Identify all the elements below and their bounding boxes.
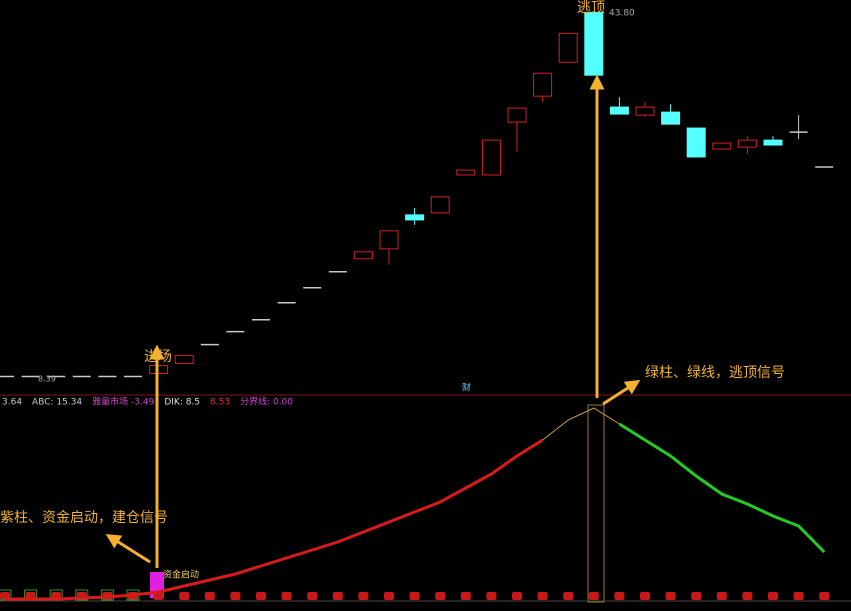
candle-body xyxy=(661,111,681,125)
indicator-line xyxy=(618,422,826,554)
bottom-dot xyxy=(768,592,778,600)
bottom-dot xyxy=(537,592,548,600)
bottom-dot xyxy=(665,592,676,600)
legend-item: DIK: 8.5 xyxy=(164,398,200,408)
bottom-dot xyxy=(486,592,497,600)
bottom-dot xyxy=(691,592,702,600)
candle-body xyxy=(353,251,373,260)
bottom-dot xyxy=(435,592,446,600)
entry-label: 进场 xyxy=(144,349,172,365)
base-label: 8.39 xyxy=(38,375,56,384)
sell-arrow xyxy=(602,379,641,406)
candle-body xyxy=(507,107,527,123)
candle-body xyxy=(737,139,757,148)
candle-body xyxy=(558,32,578,63)
buy-signal: 紫柱、资金启动，建仓信号 xyxy=(0,510,168,526)
marks xyxy=(0,11,834,601)
sell-box xyxy=(587,404,605,603)
bottom-dot xyxy=(563,592,574,600)
candle-body xyxy=(430,196,450,214)
green-bar xyxy=(100,589,114,601)
fund-label: 资金启动 xyxy=(163,569,199,581)
bottom-dot xyxy=(716,592,727,600)
bottom-dot xyxy=(793,592,804,600)
bottom-dot xyxy=(332,592,343,600)
candle-body xyxy=(379,230,399,250)
candle-body xyxy=(584,11,604,76)
bottom-dot xyxy=(281,592,292,600)
legend-item: 分界线: 0.00 xyxy=(240,396,293,408)
green-bar xyxy=(75,589,89,601)
legend-item: 3.64 xyxy=(2,398,22,408)
buy-arrow xyxy=(105,533,151,564)
bottom-dot xyxy=(307,592,318,600)
bottom-dot xyxy=(358,592,369,600)
bottom-dot xyxy=(256,592,266,600)
bottom-dot xyxy=(640,592,650,600)
candle-body xyxy=(533,72,553,97)
high-label: 43.80 xyxy=(609,9,635,19)
legend-item: 雅童市场 -3.49 xyxy=(92,396,154,408)
candle-body xyxy=(174,355,194,365)
candle-body xyxy=(763,139,783,146)
indicator-line xyxy=(542,407,620,441)
candle-body xyxy=(712,142,732,150)
bottom-dot xyxy=(614,592,625,600)
candle-body xyxy=(481,139,501,176)
sell-signal: 绿柱、绿线，逃顶信号 xyxy=(645,365,785,381)
indicator-legend: 3.64 ABC: 15.34 雅童市场 -3.49 DIK: 8.5 8.53 分界线:… xyxy=(2,396,293,408)
bottom-dot xyxy=(819,592,830,600)
bottom-dot xyxy=(409,592,420,600)
candle-body xyxy=(405,214,425,221)
bottom-dot xyxy=(230,592,241,600)
candle-body xyxy=(456,169,476,176)
bottom-dot xyxy=(384,592,394,600)
bottom-dot xyxy=(179,592,190,600)
bottom-dot xyxy=(512,592,522,600)
bottom-dot xyxy=(204,592,215,600)
legend-item: 8.53 xyxy=(210,398,230,408)
bottom-dot xyxy=(588,592,599,600)
bottom-dot xyxy=(742,592,753,600)
bottom-dot xyxy=(460,592,471,600)
candle-body xyxy=(635,106,655,116)
candle-body xyxy=(686,127,706,158)
candle-body xyxy=(149,365,169,375)
marker-label: 财 xyxy=(462,382,471,394)
candle-body xyxy=(609,106,629,115)
indicator-line xyxy=(5,438,544,601)
legend-item: ABC: 15.34 xyxy=(32,398,82,408)
top-label: 逃顶 xyxy=(577,0,605,16)
bottom-dot xyxy=(153,592,164,600)
